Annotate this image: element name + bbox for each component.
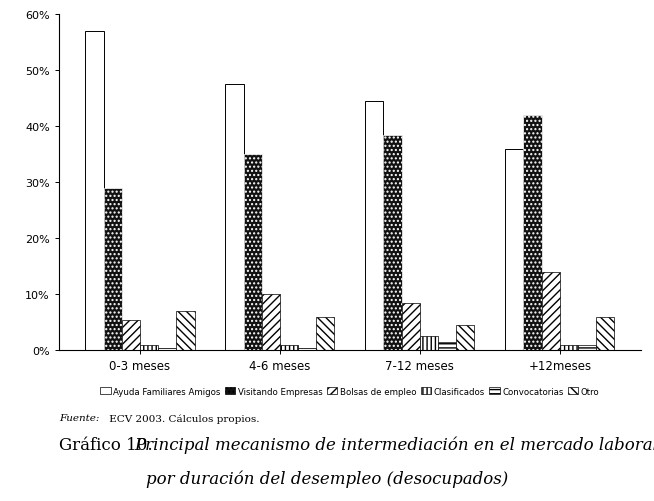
Text: Principal mecanismo de intermediación en el mercado laboral: Principal mecanismo de intermediación en… xyxy=(134,436,654,453)
Text: ECV 2003. Cálculos propios.: ECV 2003. Cálculos propios. xyxy=(106,413,260,423)
Bar xyxy=(578,345,596,351)
Bar xyxy=(262,295,280,351)
Bar xyxy=(243,155,262,351)
Bar xyxy=(420,337,438,351)
Bar xyxy=(158,348,177,351)
Bar xyxy=(280,345,298,351)
Bar xyxy=(438,342,456,351)
Bar xyxy=(383,135,402,351)
Text: por duración del desempleo (desocupados): por duración del desempleo (desocupados) xyxy=(146,470,508,487)
Text: Fuente:: Fuente: xyxy=(59,413,99,422)
Bar xyxy=(366,102,383,351)
Text: Gráfico 10.: Gráfico 10. xyxy=(59,436,158,453)
Bar xyxy=(596,317,615,351)
Bar xyxy=(225,85,243,351)
Bar xyxy=(560,345,578,351)
Bar xyxy=(122,320,140,351)
Bar xyxy=(140,345,158,351)
Bar xyxy=(542,273,560,351)
Bar xyxy=(402,303,420,351)
Bar xyxy=(456,326,475,351)
Legend: Ayuda Familiares Amigos, Visitando Empresas, Bolsas de empleo, Clasificados, Con: Ayuda Familiares Amigos, Visitando Empre… xyxy=(101,387,599,396)
Bar xyxy=(298,348,317,351)
Bar xyxy=(506,149,523,351)
Bar xyxy=(85,32,103,351)
Bar xyxy=(523,116,542,351)
Bar xyxy=(317,317,334,351)
Bar xyxy=(103,188,122,351)
Bar xyxy=(177,312,194,351)
